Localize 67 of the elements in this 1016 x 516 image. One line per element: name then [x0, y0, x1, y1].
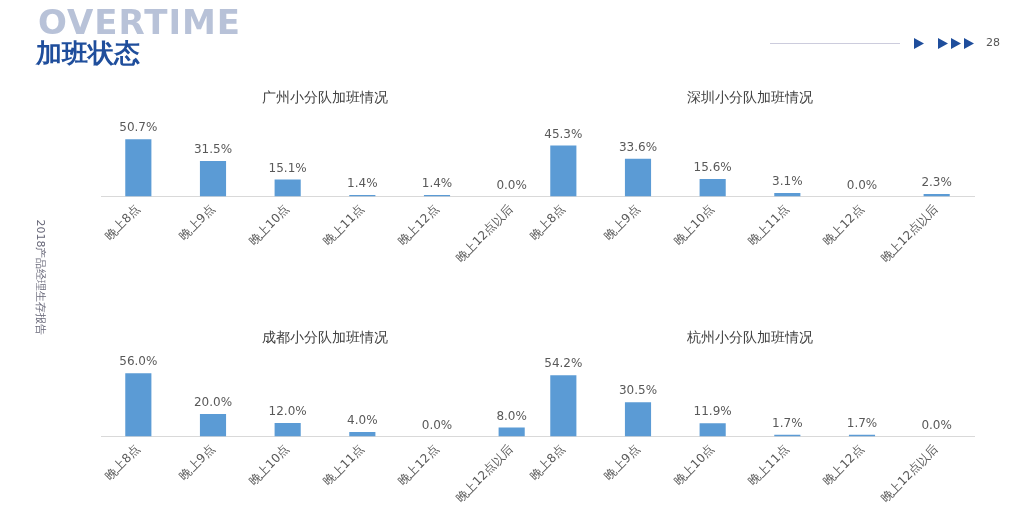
data-label: 20.0% [193, 395, 233, 410]
x-tick-label: 晚上9点 [601, 442, 643, 483]
x-tick-label: 晚上8点 [526, 202, 568, 243]
x-tick-label: 晚上12点以后 [877, 442, 941, 506]
x-tick-label: 晚上11点 [320, 442, 367, 489]
data-label: 1.7% [772, 415, 803, 430]
data-label: 33.6% [618, 139, 658, 154]
data-label: 2.3% [921, 175, 952, 190]
data-label: 4.0% [347, 413, 378, 428]
x-tick-label: 晚上8点 [101, 442, 143, 483]
bar [199, 414, 227, 437]
data-label: 11.9% [693, 404, 732, 419]
bar [274, 179, 301, 197]
x-tick-label: 晚上10点 [670, 202, 717, 249]
chart-title: 广州小分队加班情况 [262, 89, 388, 106]
x-tick-label: 晚上8点 [526, 442, 568, 483]
data-label: 1.4% [421, 176, 453, 191]
x-tick-label: 晚上12点以后 [452, 202, 516, 266]
x-tick-label: 晚上12点以后 [452, 442, 516, 506]
chart-title: 成都小分队加班情况 [262, 329, 388, 346]
data-label: 31.5% [193, 142, 233, 157]
bar [624, 402, 652, 437]
x-tick-label: 晚上8点 [101, 202, 143, 243]
bar [125, 373, 152, 437]
data-label: 3.1% [772, 174, 803, 189]
x-tick-label: 晚上12点 [395, 202, 442, 249]
x-tick-label: 晚上11点 [320, 202, 367, 249]
data-label: 45.3% [544, 126, 583, 141]
text: 加班状态 [36, 37, 140, 70]
bar [550, 145, 577, 197]
bar [624, 158, 652, 197]
x-tick-label: 晚上12点以后 [877, 202, 941, 266]
x-tick-label: 晚上10点 [245, 442, 292, 489]
x-tick-label: 晚上9点 [601, 202, 643, 243]
data-label: 12.0% [268, 404, 307, 419]
x-tick-label: 晚上11点 [745, 442, 792, 489]
x-tick-label: 晚上10点 [670, 442, 717, 489]
data-label: 15.1% [268, 160, 307, 175]
bar [550, 375, 577, 437]
x-tick-label: 晚上9点 [176, 202, 218, 243]
data-label: 54.2% [544, 356, 583, 371]
data-label: 56.0% [119, 354, 158, 369]
data-label: 30.5% [618, 383, 658, 398]
x-tick-label: 晚上10点 [245, 202, 292, 249]
bar [199, 161, 227, 197]
bar [699, 423, 726, 437]
data-label: 15.6% [693, 160, 732, 175]
data-label: 50.7% [119, 120, 158, 135]
x-tick-label: 晚上12点 [820, 202, 867, 249]
bar [699, 178, 726, 197]
data-label: 0.0% [496, 177, 527, 192]
chart-title: 杭州小分队加班情况 [686, 329, 813, 346]
data-label: 0.0% [421, 417, 453, 432]
text: 2018产品经理生存报告 [32, 218, 48, 338]
x-tick-label: 晚上9点 [176, 442, 218, 483]
x-tick-label: 晚上12点 [395, 442, 442, 489]
data-label: 1.4% [347, 176, 378, 191]
bar [125, 139, 152, 197]
bar [274, 423, 301, 437]
chart-title: 深圳小分队加班情况 [687, 89, 813, 106]
x-tick-label: 晚上11点 [745, 202, 792, 249]
data-label: 1.7% [846, 415, 878, 430]
data-label: 0.0% [921, 417, 952, 432]
text: 28 [986, 36, 1000, 49]
data-label: 0.0% [846, 177, 878, 192]
data-label: 8.0% [496, 408, 527, 423]
x-tick-label: 晚上12点 [820, 442, 867, 489]
